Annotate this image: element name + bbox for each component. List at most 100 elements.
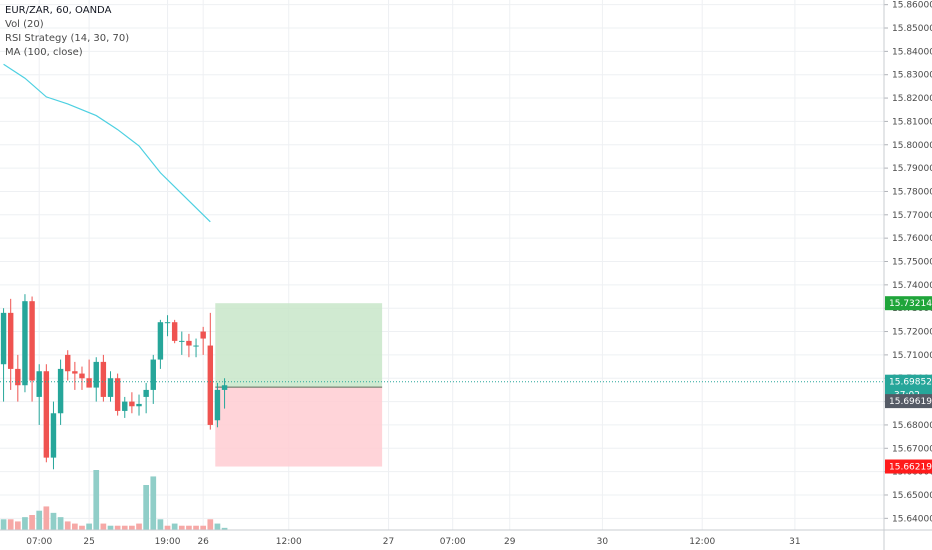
volume-bar: [178, 525, 185, 530]
entry-price-badge-text: 15.69619: [889, 397, 932, 407]
profit-zone: [215, 303, 383, 388]
candle-body: [122, 401, 128, 411]
x-tick-label: 07:00: [26, 537, 52, 547]
candle-body: [22, 301, 28, 386]
volume-bar: [114, 525, 121, 530]
volume-bar: [171, 523, 178, 530]
y-tick-label: 15.81000: [892, 117, 932, 127]
x-tick-label: 26: [197, 537, 209, 547]
volume-bar: [100, 523, 107, 530]
y-tick-label: 15.75000: [892, 257, 932, 267]
volume-bars: [0, 470, 228, 530]
volume-bar: [79, 525, 85, 530]
candle-body: [171, 322, 178, 341]
volume-bar: [143, 485, 149, 530]
candle-body: [50, 413, 57, 458]
candle-body: [164, 322, 171, 324]
x-tick-label: 29: [504, 537, 516, 547]
volume-bar: [193, 525, 199, 530]
candle-body: [72, 371, 78, 374]
volume-bar: [14, 521, 21, 530]
candle-body: [143, 389, 149, 397]
y-tick-label: 15.78000: [892, 187, 932, 197]
volume-bar: [164, 525, 171, 530]
candle-body: [221, 385, 228, 390]
volume-bar: [0, 519, 7, 530]
x-tick-label: 07:00: [440, 537, 466, 547]
y-tick-label: 15.71000: [892, 351, 932, 361]
y-tick-label: 15.77000: [892, 211, 932, 221]
candle-body: [157, 322, 164, 360]
y-tick-label: 15.72000: [892, 328, 932, 338]
x-tick-label: 12:00: [689, 537, 715, 547]
candle-body: [214, 389, 221, 421]
y-tick-label: 15.84000: [892, 47, 932, 57]
volume-bar: [43, 506, 50, 530]
volume-bar: [136, 523, 142, 530]
volume-bar: [64, 521, 71, 530]
candle-body: [79, 373, 85, 379]
y-tick-label: 15.82000: [892, 94, 932, 104]
candle-body: [0, 312, 7, 365]
y-tick-label: 15.85000: [892, 24, 932, 34]
candle-body: [7, 312, 14, 369]
candle-body: [29, 301, 35, 381]
candle-body: [114, 378, 121, 411]
y-tick-label: 15.83000: [892, 71, 932, 81]
candle-body: [57, 368, 64, 414]
legend-strategy[interactable]: RSI Strategy (14, 30, 70): [5, 33, 130, 44]
y-tick-label: 15.65000: [892, 491, 932, 501]
chart-grid: [0, 0, 884, 530]
volume-bar: [86, 523, 92, 530]
volume-bar: [186, 525, 192, 530]
candle-body: [207, 345, 214, 425]
y-tick-label: 15.80000: [892, 141, 932, 151]
volume-bar: [121, 525, 128, 530]
stop-price-badge-bg: [885, 459, 932, 474]
x-tick-label: 12:00: [276, 537, 302, 547]
y-tick-label: 15.76000: [892, 234, 932, 244]
candle-body: [65, 354, 71, 372]
candle-body: [129, 401, 135, 407]
ma-polyline: [3, 63, 211, 223]
candle-body: [43, 371, 50, 458]
y-tick-label: 15.74000: [892, 281, 932, 291]
volume-bar: [72, 523, 78, 530]
x-tick-label: 27: [383, 537, 394, 547]
chart-legend: EUR/ZAR, 60, OANDA Vol (20) RSI Strategy…: [5, 4, 129, 60]
volume-bar: [207, 519, 214, 530]
volume-bar: [200, 525, 207, 530]
volume-bar: [57, 517, 64, 530]
entry-price-badge-bg: [885, 394, 932, 409]
x-tick-label: 19:00: [155, 537, 181, 547]
legend-symbol[interactable]: EUR/ZAR, 60, OANDA: [5, 5, 112, 16]
moving-average-line: [3, 63, 211, 223]
x-tick-label: 30: [597, 537, 609, 547]
volume-bar: [7, 519, 14, 530]
y-tick-label: 15.68000: [892, 421, 932, 431]
volume-bar: [50, 512, 57, 530]
volume-bar: [129, 525, 135, 530]
candlestick-series: [0, 294, 228, 470]
legend-ma[interactable]: MA (100, close): [5, 47, 83, 58]
candle-body: [86, 378, 92, 388]
long-position-tool[interactable]: [215, 303, 383, 467]
volume-bar: [214, 523, 221, 530]
volume-bar: [22, 517, 28, 530]
volume-bar: [93, 470, 100, 530]
candle-body: [193, 345, 199, 347]
x-tick-label: 25: [83, 537, 94, 547]
stop-price-badge-text: 15.66219: [889, 463, 932, 473]
legend-volume[interactable]: Vol (20): [5, 19, 44, 30]
volume-bar: [36, 510, 43, 530]
loss-zone: [215, 387, 383, 467]
y-tick-label: 15.86000: [892, 1, 932, 11]
volume-bar: [107, 525, 114, 530]
candle-body: [93, 361, 99, 388]
target-price-badge-bg: [885, 296, 932, 311]
candle-body: [186, 340, 192, 346]
y-tick-label: 15.64000: [892, 514, 932, 524]
target-price-badge-text: 15.73214: [889, 299, 932, 309]
